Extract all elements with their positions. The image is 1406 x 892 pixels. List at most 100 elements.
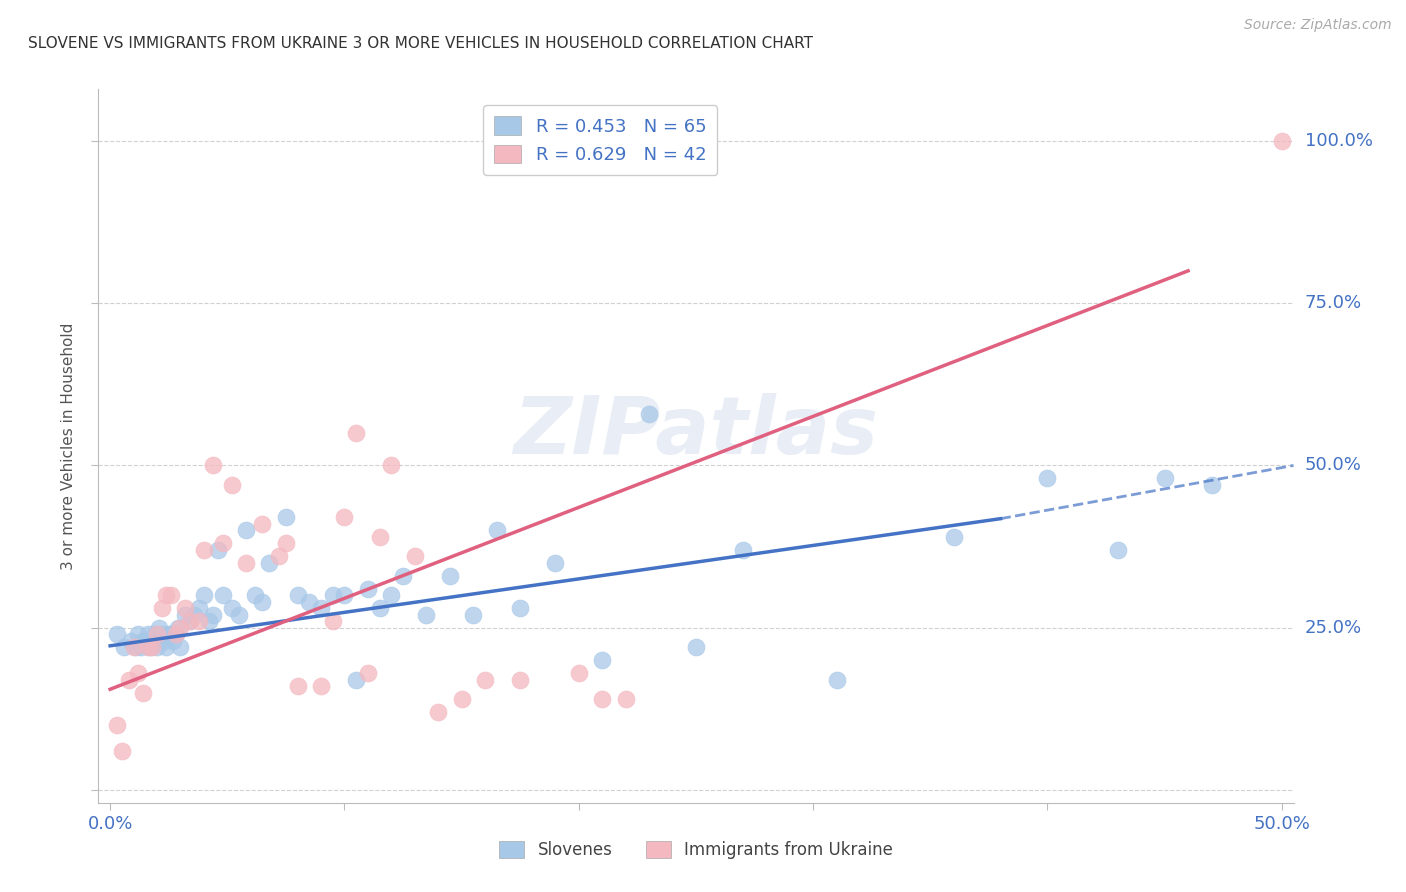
Point: [235, 556, 257, 570]
Point: [167, 621, 190, 635]
Point: [160, 627, 183, 641]
Point: [134, 633, 156, 648]
Text: SLOVENE VS IMMIGRANTS FROM UKRAINE 3 OR MORE VEHICLES IN HOUSEHOLD CORRELATION C: SLOVENE VS IMMIGRANTS FROM UKRAINE 3 OR …: [28, 36, 813, 51]
Point: [344, 673, 367, 687]
Point: [183, 607, 205, 622]
Point: [1107, 542, 1129, 557]
Point: [252, 595, 274, 609]
Point: [150, 601, 173, 615]
Point: [463, 607, 485, 622]
Point: [155, 640, 177, 654]
Point: [322, 588, 344, 602]
Point: [380, 588, 402, 602]
Point: [731, 542, 754, 557]
Point: [132, 685, 155, 699]
Point: [509, 673, 531, 687]
Point: [193, 542, 215, 557]
Point: [235, 524, 257, 538]
Point: [221, 478, 243, 492]
Point: [245, 588, 267, 602]
Point: [380, 458, 402, 473]
Point: [439, 568, 461, 582]
Point: [160, 588, 183, 602]
Point: [129, 640, 152, 654]
Point: [118, 673, 141, 687]
Point: [211, 588, 233, 602]
Point: [427, 705, 450, 719]
Point: [357, 666, 380, 681]
Point: [333, 510, 356, 524]
Text: 25.0%: 25.0%: [1305, 619, 1362, 637]
Point: [568, 666, 591, 681]
Point: [169, 640, 191, 654]
Point: [509, 601, 531, 615]
Point: [188, 614, 211, 628]
Point: [174, 607, 197, 622]
Text: ZIPatlas: ZIPatlas: [513, 392, 879, 471]
Point: [368, 601, 391, 615]
Point: [112, 640, 135, 654]
Point: [1201, 478, 1223, 492]
Point: [179, 614, 201, 628]
Point: [415, 607, 437, 622]
Point: [155, 588, 177, 602]
Point: [228, 607, 250, 622]
Point: [146, 640, 169, 654]
Point: [357, 582, 380, 596]
Point: [111, 744, 134, 758]
Point: [157, 627, 180, 641]
Point: [211, 536, 233, 550]
Point: [1271, 134, 1294, 148]
Point: [165, 627, 187, 641]
Point: [122, 640, 145, 654]
Point: [143, 627, 166, 641]
Point: [174, 601, 197, 615]
Point: [127, 666, 149, 681]
Point: [141, 633, 163, 648]
Text: Source: ZipAtlas.com: Source: ZipAtlas.com: [1244, 18, 1392, 32]
Point: [188, 601, 211, 615]
Point: [638, 407, 661, 421]
Point: [267, 549, 290, 564]
Point: [287, 679, 309, 693]
Point: [153, 633, 176, 648]
Point: [825, 673, 848, 687]
Point: [150, 627, 173, 641]
Point: [392, 568, 415, 582]
Point: [221, 601, 243, 615]
Point: [544, 556, 567, 570]
Point: [136, 627, 159, 641]
Point: [207, 542, 229, 557]
Point: [942, 530, 965, 544]
Text: 50.0%: 50.0%: [1305, 457, 1361, 475]
Point: [450, 692, 472, 706]
Point: [202, 458, 225, 473]
Point: [1036, 471, 1059, 485]
Point: [309, 679, 332, 693]
Legend: Slovenes, Immigrants from Ukraine: Slovenes, Immigrants from Ukraine: [492, 834, 900, 866]
Point: [169, 621, 191, 635]
Point: [146, 627, 169, 641]
Point: [298, 595, 321, 609]
Point: [197, 614, 219, 628]
Text: 75.0%: 75.0%: [1305, 294, 1362, 312]
Text: 100.0%: 100.0%: [1305, 132, 1372, 150]
Point: [368, 530, 391, 544]
Point: [404, 549, 426, 564]
Point: [105, 718, 128, 732]
Point: [105, 627, 128, 641]
Point: [193, 588, 215, 602]
Point: [139, 640, 162, 654]
Point: [165, 627, 187, 641]
Point: [141, 640, 163, 654]
Point: [120, 633, 142, 648]
Point: [591, 653, 613, 667]
Point: [322, 614, 344, 628]
Point: [259, 556, 281, 570]
Point: [162, 633, 184, 648]
Point: [685, 640, 707, 654]
Point: [274, 536, 297, 550]
Point: [333, 588, 356, 602]
Point: [287, 588, 309, 602]
Point: [252, 516, 274, 531]
